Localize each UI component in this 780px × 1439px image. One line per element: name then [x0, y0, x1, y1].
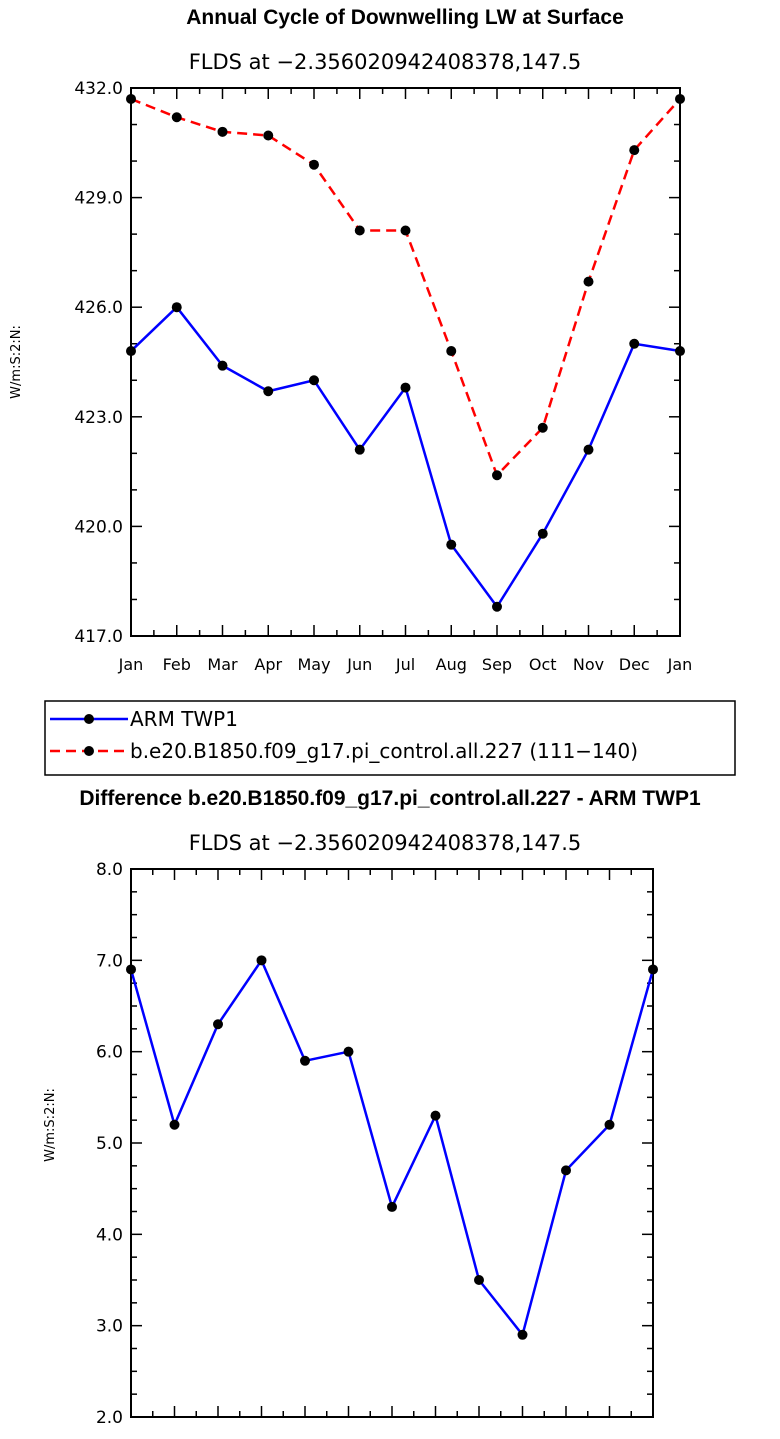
chart1-plot: 417.0 420.0 423.0 426.0 429.0 432.0 Jan Feb Mar A…	[74, 79, 692, 674]
chart2-xtick-label: Jul	[381, 1436, 401, 1439]
chart1-ytick-label: 417.0	[74, 627, 123, 647]
chart1-series-0-point	[171, 302, 182, 313]
chart1-ytick-label: 432.0	[74, 79, 123, 99]
chart2-xtick-label: Apr	[248, 1436, 276, 1439]
legend-marker-model	[84, 746, 94, 756]
chart2-xtick-label: Feb	[160, 1436, 188, 1439]
chart1-series-1-point	[126, 93, 136, 104]
chart1-series-0-point	[400, 382, 411, 393]
chart1-xtick-label: May	[297, 655, 330, 674]
chart1-xtick-label: Aug	[436, 655, 467, 674]
chart1-series-1-point	[309, 159, 319, 170]
chart1-xtick-label: Jan	[118, 655, 144, 674]
chart1-frame	[130, 87, 681, 637]
chart2-xtick-label: Jan	[640, 1436, 666, 1439]
chart1-series-1-point	[217, 126, 228, 137]
chart2-xtick-label: Mar	[203, 1436, 234, 1439]
chart1-ytick-label: 423.0	[74, 408, 123, 428]
chart2-title: Difference b.e20.B1850.f09_g17.pi_contro…	[79, 787, 701, 810]
chart1-ytick-label: 429.0	[74, 189, 123, 209]
chart1-series-0-point	[354, 444, 365, 455]
chart2-series-0-point	[561, 1165, 571, 1176]
chart2-series-0-point	[343, 1046, 354, 1057]
chart1-series-0-point	[537, 528, 548, 539]
chart1-series-1-point	[537, 422, 548, 433]
legend: ARM TWP1 b.e20.B1850.f09_g17.pi_control.…	[44, 700, 736, 776]
chart1-series-1-point	[263, 130, 274, 141]
chart1-series-0-point	[126, 346, 136, 357]
chart2-xtick-label: Jan	[118, 1436, 144, 1439]
chart2-series-0-point	[517, 1329, 528, 1340]
chart1-xtick-label: Nov	[573, 655, 604, 674]
chart2-series-0-point	[256, 955, 267, 966]
chart2-xtick-label: Oct	[509, 1436, 537, 1439]
chart1-series-0-point	[217, 360, 228, 371]
chart2-series-0-point	[648, 964, 658, 975]
chart2-ytick-label: 4.0	[96, 1225, 123, 1245]
chart1-series-0-point	[492, 601, 502, 612]
chart2-ytick-label: 7.0	[96, 951, 123, 971]
chart2-xtick-label: Jun	[335, 1436, 361, 1439]
chart1-title: Annual Cycle of Downwelling LW at Surfac…	[186, 6, 624, 29]
chart1-series-1-point	[492, 470, 502, 481]
chart2-series-0-point	[169, 1119, 180, 1130]
chart1-subtitle: FLDS at −2.356020942408378,147.5	[189, 50, 582, 74]
chart1-series-0-point	[629, 338, 640, 349]
legend-label-model: b.e20.B1850.f09_g17.pi_control.all.227 (…	[130, 739, 638, 763]
chart2-series-0-point	[604, 1119, 615, 1130]
chart1-series-1-point	[629, 145, 640, 156]
chart2-subtitle: FLDS at −2.356020942408378,147.5	[189, 831, 582, 855]
chart2-ytick-label: 8.0	[96, 860, 123, 880]
chart1-series-1-point	[446, 346, 457, 357]
chart1-xtick-label: Mar	[207, 655, 238, 674]
chart1-series-0-point	[583, 444, 594, 455]
chart1-series-1-point	[400, 225, 411, 236]
chart2-xtick-label: Sep	[464, 1436, 494, 1439]
chart2-ylabel: W/m:S:2:N:	[43, 1088, 58, 1162]
chart2-series-0-point	[474, 1275, 484, 1285]
legend-label-arm: ARM TWP1	[130, 707, 238, 731]
chart1-series-0-point	[263, 386, 274, 397]
chart2-series-0-point	[126, 964, 136, 975]
chart2-series-0-point	[387, 1201, 397, 1212]
chart1-xtick-label: Jul	[395, 655, 415, 674]
chart1-series-0-point	[309, 375, 319, 386]
legend-box	[44, 700, 736, 776]
chart1-xtick-label: Jun	[346, 655, 372, 674]
legend-marker-arm	[84, 714, 94, 724]
chart1-xtick-label: Jan	[667, 655, 693, 674]
chart1-ytick-label: 426.0	[74, 298, 123, 318]
chart1-ytick-label: 420.0	[74, 517, 123, 537]
chart2-plot: 2.0 3.0 4.0 5.0 6.0 7.0 8.0 Jan Feb Mar Apr May Jun J…	[96, 860, 665, 1439]
chart1-series-0-point	[675, 346, 685, 357]
chart2-ytick-label: 3.0	[96, 1317, 123, 1337]
chart2-xtick-label: Nov	[550, 1436, 581, 1439]
chart2-xtick-label: Aug	[420, 1436, 451, 1439]
chart1-xtick-label: Dec	[619, 655, 650, 674]
chart2-xtick-label: May	[288, 1436, 321, 1439]
chart1-series-1-line	[130, 97, 681, 477]
chart2-series-0-point	[300, 1055, 310, 1066]
chart2-series-0-point	[213, 1019, 223, 1030]
chart1-series-1-point	[171, 112, 182, 123]
chart2-series-0-point	[430, 1110, 441, 1121]
chart1-ylabel: W/m:S:2:N:	[9, 325, 24, 399]
chart2-series-0-line	[129, 959, 655, 1337]
chart2-ytick-label: 2.0	[96, 1408, 123, 1428]
chart2-frame	[130, 868, 654, 1418]
chart2-xtick-label: Dec	[594, 1436, 625, 1439]
chart2-ytick-label: 5.0	[96, 1134, 123, 1154]
chart1-xtick-label: Feb	[163, 655, 191, 674]
chart1-series-0-line	[130, 305, 681, 609]
chart2-ytick-label: 6.0	[96, 1043, 123, 1063]
chart1-xtick-label: Apr	[254, 655, 282, 674]
chart1-series-1-point	[675, 93, 685, 104]
chart1-series-1-point	[354, 225, 365, 236]
chart1-xtick-label: Oct	[529, 655, 557, 674]
chart1-xtick-label: Sep	[482, 655, 512, 674]
chart1-series-1-point	[583, 276, 594, 287]
chart1-series-0-point	[446, 539, 457, 550]
